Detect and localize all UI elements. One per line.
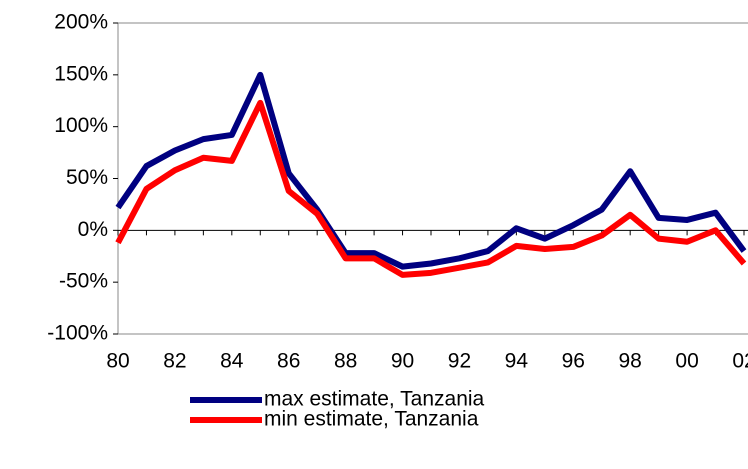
x-tick-label: 94 — [505, 350, 529, 373]
x-tick-label: 00 — [675, 350, 698, 373]
x-tick-label: 98 — [619, 350, 642, 373]
series-line — [115, 71, 747, 270]
y-tick-label: 0% — [78, 218, 108, 241]
x-tick-label: 88 — [334, 350, 357, 373]
x-tick-label: 96 — [562, 350, 585, 373]
legend-label: min estimate, Tanzania — [264, 408, 479, 431]
series-line — [115, 99, 747, 278]
x-tick-label: 86 — [277, 350, 300, 373]
legend-label: max estimate, Tanzania — [264, 388, 485, 411]
x-tick-label: 92 — [448, 350, 471, 373]
x-tick-label: 80 — [106, 350, 129, 373]
plot-frame — [117, 22, 748, 335]
x-tick-label: 90 — [391, 350, 414, 373]
x-tick-label: 02 — [732, 350, 748, 373]
y-tick-label: 50% — [66, 166, 108, 189]
y-tick-label: 150% — [54, 62, 108, 85]
y-tick-label: -50% — [59, 270, 108, 293]
y-tick-label: 100% — [54, 114, 108, 137]
x-tick-label: 84 — [220, 350, 244, 373]
x-tick-label: 82 — [163, 350, 186, 373]
y-tick-label: 200% — [54, 11, 108, 34]
y-tick-label: -100% — [47, 322, 108, 345]
